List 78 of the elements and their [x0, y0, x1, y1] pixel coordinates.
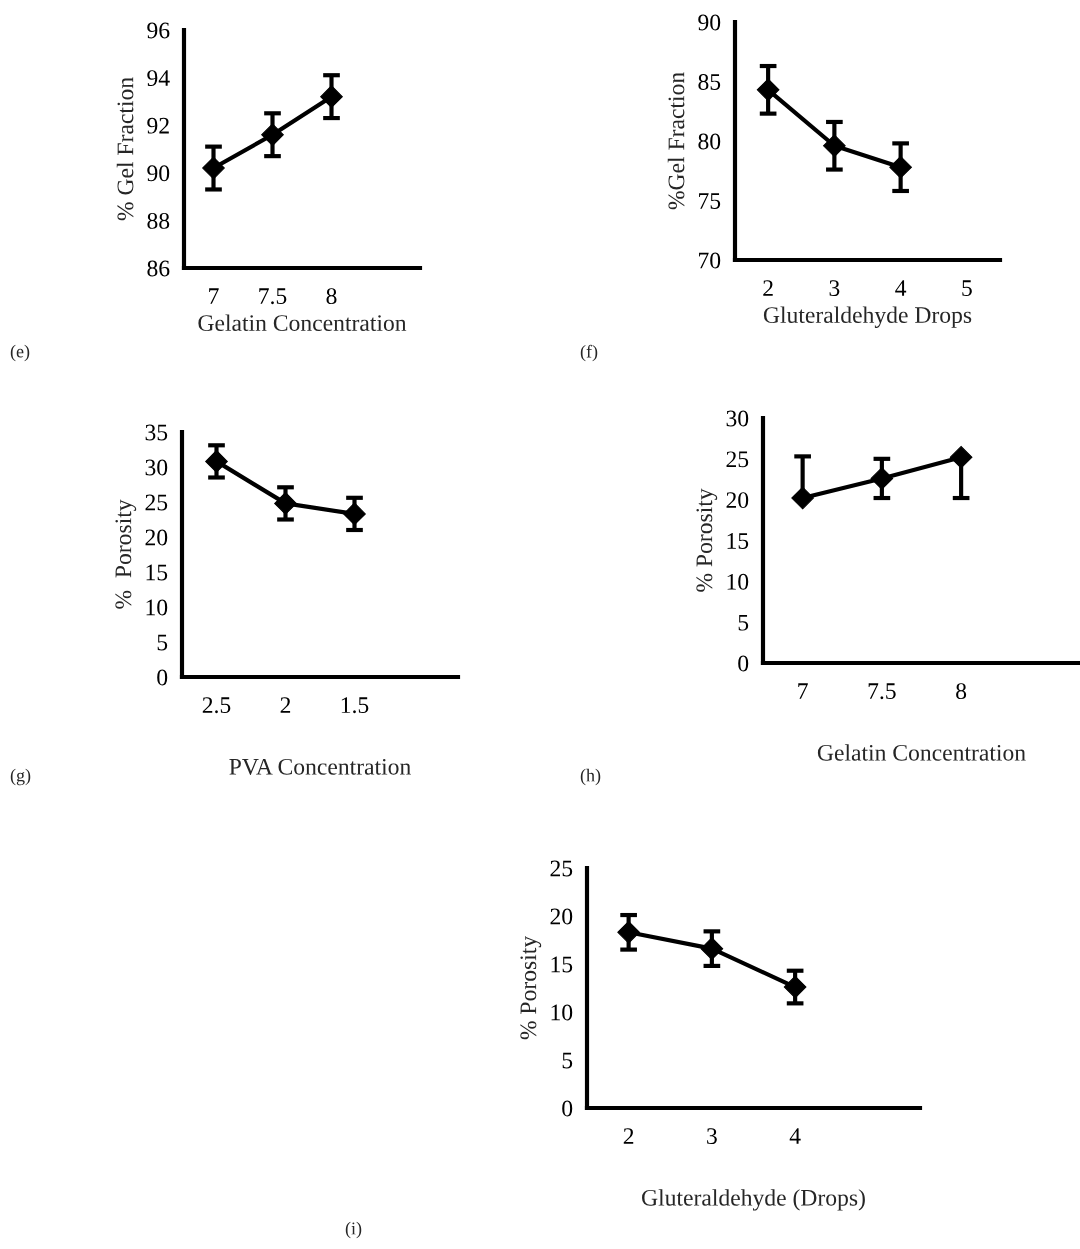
- y-tick-label: 25: [550, 860, 573, 877]
- text: (e): [10, 344, 30, 362]
- y-tick-label: 80: [698, 133, 721, 150]
- y-tick-label: 10: [551, 1004, 573, 1021]
- y-tick-label: 96: [147, 22, 170, 39]
- y-tick-label: 10: [146, 599, 168, 616]
- point: [823, 134, 846, 158]
- x-axis-title: Gluteraldehyde Drops: [763, 306, 972, 328]
- text: (h): [580, 768, 601, 786]
- point: [791, 486, 814, 510]
- y-tick-label: 92: [147, 117, 169, 134]
- y-tick-label: 15: [551, 956, 573, 973]
- y-axis-title: %Gel Fraction: [667, 72, 685, 210]
- point: [274, 492, 297, 515]
- y-tick-label: 25: [726, 451, 749, 468]
- x-axis-title: Gelatin Concentration: [817, 744, 1026, 761]
- y-tick-label: 5: [157, 634, 168, 651]
- y-tick-label: 25: [145, 494, 168, 511]
- x-tick-label: 4: [789, 1128, 801, 1144]
- point: [949, 445, 973, 469]
- y-tick-label: 30: [726, 410, 749, 427]
- x-tick-label: 7.5: [868, 683, 896, 700]
- x-axis-title: Gelatin Concentration: [198, 314, 407, 332]
- y-tick-label: 0: [738, 655, 749, 672]
- x-tick-label: 2: [623, 1128, 634, 1144]
- y-axis-title: % Gel Fraction: [116, 77, 134, 221]
- y-tick-label: 86: [147, 260, 170, 277]
- y-tick-label: 30: [145, 459, 168, 476]
- x-tick-label: 1.5: [341, 697, 369, 714]
- x-tick-label: 7: [798, 683, 808, 699]
- y-tick-label: 90: [147, 165, 170, 182]
- x-tick-label: 7.5: [259, 288, 287, 305]
- y-tick-label: 85: [698, 73, 721, 90]
- point: [202, 156, 225, 180]
- x-axis-title: PVA Concentration: [229, 758, 411, 775]
- point: [783, 975, 807, 999]
- y-tick-label: 90: [698, 14, 721, 31]
- x-tick-label: 7: [209, 288, 219, 304]
- y-tick-label: 15: [727, 533, 749, 549]
- point: [320, 85, 343, 108]
- point: [343, 502, 366, 526]
- y-tick-label: 20: [550, 908, 573, 925]
- x-tick-label: 2: [280, 697, 291, 713]
- y-tick-label: 10: [727, 573, 749, 590]
- y-tick-label: 15: [146, 564, 168, 581]
- x-tick-label: 8: [956, 683, 967, 700]
- x-tick-label: 3: [707, 1128, 717, 1145]
- y-tick-label: 88: [147, 212, 170, 229]
- point: [261, 123, 284, 147]
- x-tick-label: 2: [763, 280, 773, 296]
- y-tick-label: 94: [147, 70, 170, 87]
- y-tick-label: 20: [145, 529, 168, 546]
- point: [889, 155, 912, 179]
- y-tick-label: 70: [699, 252, 721, 269]
- x-tick-label: 5: [962, 280, 972, 297]
- point: [205, 450, 228, 473]
- x-tick-label: 8: [326, 288, 337, 305]
- text: (f): [580, 344, 598, 362]
- y-tick-label: 35: [145, 424, 168, 441]
- text: (g): [10, 768, 31, 786]
- x-tick-label: 4: [895, 280, 907, 296]
- y-tick-label: 75: [699, 193, 721, 209]
- y-tick-label: 0: [562, 1100, 573, 1117]
- x-tick-label: 2.5: [202, 697, 231, 714]
- point: [617, 921, 640, 944]
- y-tick-label: 5: [562, 1052, 573, 1069]
- y-tick-label: 5: [738, 614, 749, 631]
- y-tick-label: 20: [726, 492, 749, 509]
- y-tick-label: 0: [157, 669, 168, 686]
- y-axis-title: % Porosity: [696, 488, 718, 592]
- y-axis-title: % Porosity: [115, 499, 137, 609]
- point: [700, 937, 724, 960]
- point: [756, 78, 780, 102]
- text: (i): [345, 1221, 362, 1239]
- y-axis-title: % Porosity: [520, 935, 542, 1040]
- x-axis-title: Gluteraldehyde (Drops): [642, 1189, 865, 1211]
- point: [870, 467, 894, 490]
- x-tick-label: 3: [829, 280, 840, 297]
